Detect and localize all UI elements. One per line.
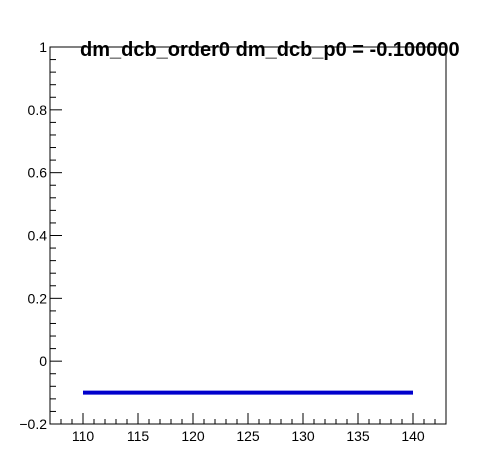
x-tick-label: 135 [346,428,370,444]
y-tick-label: 0.4 [28,228,48,244]
y-tick-label: 0.8 [28,102,48,118]
x-tick-label: 140 [401,428,425,444]
x-tick-label: 110 [72,428,95,444]
x-tick-label: 120 [181,428,205,444]
y-tick-label: 0.6 [28,165,48,181]
y-tick-label: 0.2 [28,290,48,306]
x-tick-label: 115 [127,428,150,444]
y-tick-label: 1 [39,39,47,55]
y-tick-label: −0.2 [19,416,47,432]
y-tick-label: 0 [39,353,47,369]
y-axis: −0.2 0 0.2 0.4 0.6 0.8 1 [19,39,62,432]
x-tick-label: 125 [236,428,260,444]
x-axis: 110 115 120 125 130 135 140 [49,413,447,444]
chart-title: dm_dcb_order0 dm_dcb_p0 = -0.100000 [80,39,460,61]
x-tick-label: 130 [291,428,315,444]
